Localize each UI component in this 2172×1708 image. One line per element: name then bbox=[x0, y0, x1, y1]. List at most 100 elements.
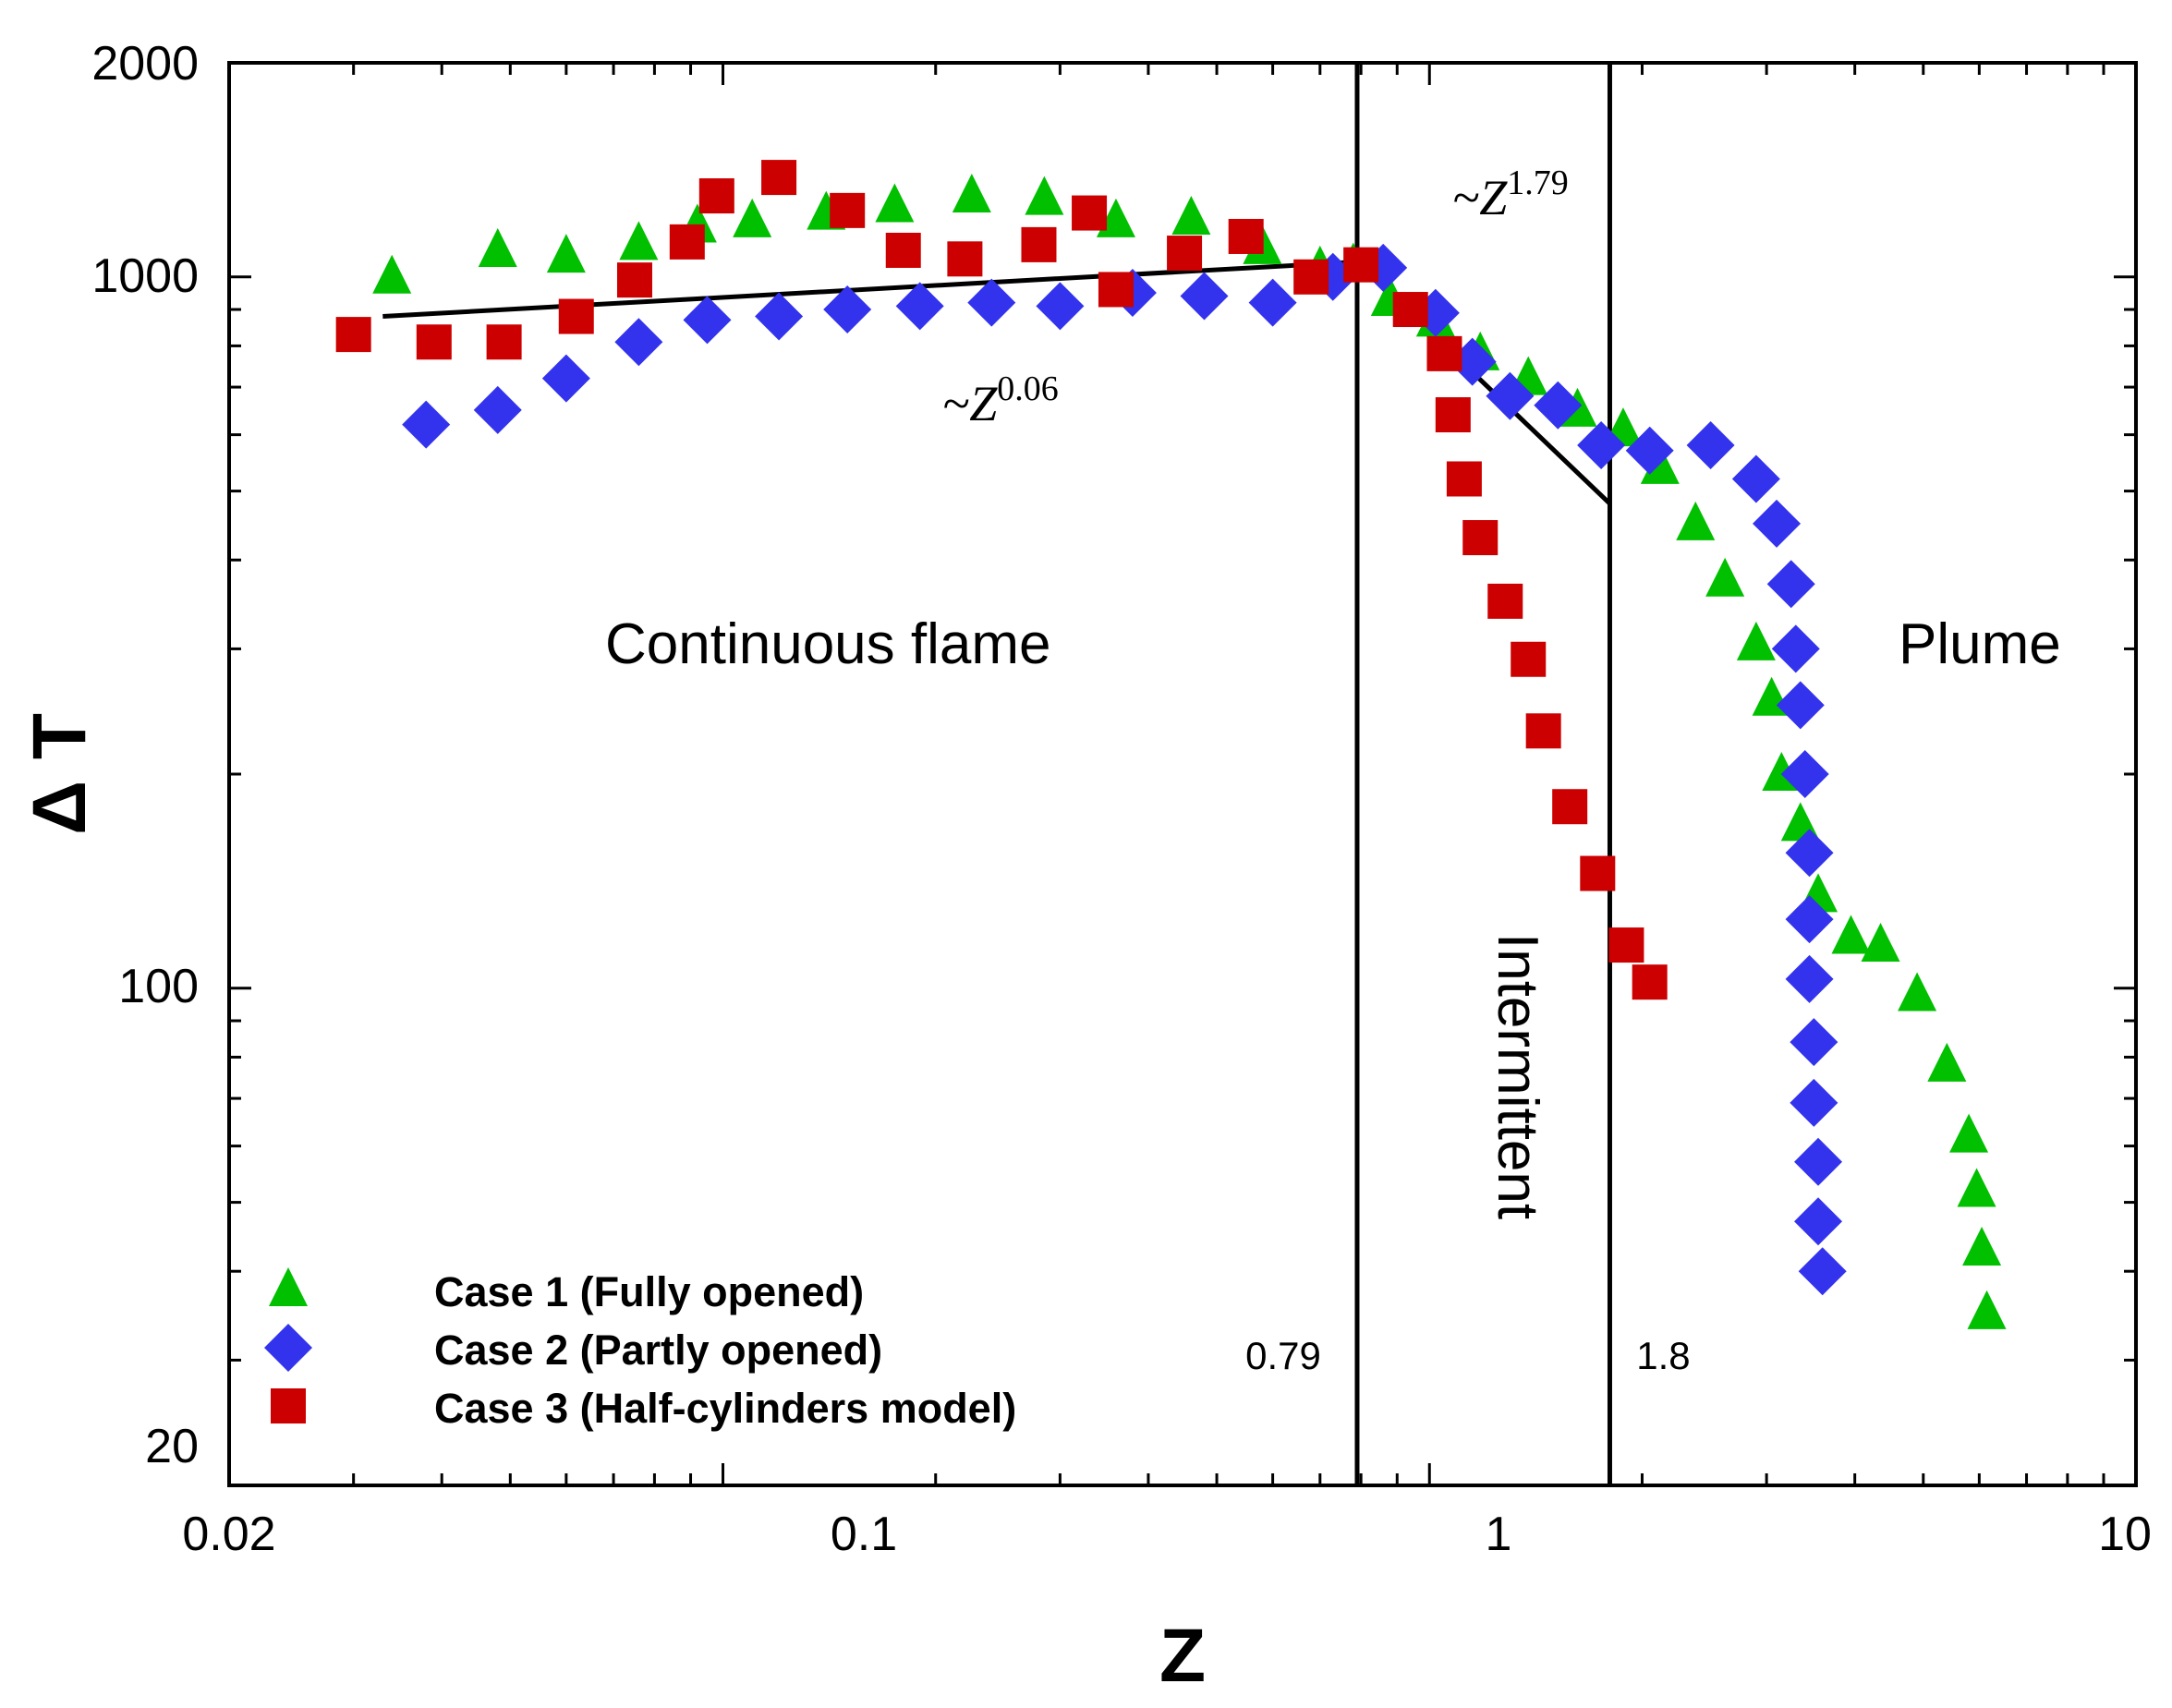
series-2-point-27 bbox=[1776, 681, 1825, 730]
legend-label-3: Case 3 (Half-cylinders model) bbox=[434, 1385, 1016, 1432]
series-1-point-35 bbox=[1957, 1168, 1996, 1207]
series-3-point-13 bbox=[1072, 195, 1108, 231]
series-1-point-1 bbox=[372, 254, 412, 294]
series-3-point-24 bbox=[1487, 583, 1523, 619]
y-tick-label-100: 100 bbox=[118, 960, 199, 1013]
series-2-point-34 bbox=[1794, 1137, 1843, 1186]
x-tick-label-1: 1 bbox=[1486, 1508, 1512, 1561]
fit-label-2: ~Z1.79 bbox=[1452, 164, 1569, 225]
series-2-point-26 bbox=[1771, 624, 1820, 673]
series-1-point-36 bbox=[1962, 1227, 2002, 1266]
series-2-point-22 bbox=[1686, 420, 1735, 469]
x-tick-label-0.02: 0.02 bbox=[182, 1508, 275, 1561]
series-1-point-24 bbox=[1705, 557, 1745, 597]
series-2-point-32 bbox=[1790, 1018, 1838, 1067]
series-2-point-21 bbox=[1625, 426, 1674, 475]
series-1-point-30 bbox=[1831, 915, 1871, 954]
legend-label-1: Case 1 (Fully opened) bbox=[434, 1268, 864, 1315]
series-3-point-28 bbox=[1580, 855, 1616, 891]
x-tick-label-10: 10 bbox=[2098, 1508, 2152, 1561]
series-3-point-16 bbox=[1228, 218, 1264, 254]
series-1-point-34 bbox=[1949, 1113, 1989, 1153]
series-1 bbox=[372, 174, 2007, 1329]
y-tick-label-2000: 2000 bbox=[91, 37, 199, 91]
series-2-point-25 bbox=[1766, 560, 1815, 609]
series-2-point-28 bbox=[1780, 750, 1829, 798]
series-2-point-10 bbox=[1036, 282, 1085, 331]
region-label-continuous-flame: Continuous flame bbox=[605, 612, 1051, 676]
y-tick-label-1000: 1000 bbox=[91, 249, 199, 303]
series-3-point-10 bbox=[885, 232, 921, 268]
series-3-point-3 bbox=[486, 324, 522, 360]
series-3-point-17 bbox=[1293, 259, 1329, 295]
series-3-point-12 bbox=[1021, 226, 1057, 262]
y-tick-labels: 2000 1000 100 20 bbox=[91, 37, 199, 1473]
series-2-point-33 bbox=[1790, 1078, 1838, 1127]
series-3-point-30 bbox=[1632, 964, 1668, 1000]
series-1-point-23 bbox=[1676, 501, 1716, 540]
series-2-point-7 bbox=[823, 285, 872, 334]
series-3-point-29 bbox=[1608, 927, 1644, 963]
legend: Case 1 (Fully opened) Case 2 (Partly open… bbox=[264, 1267, 1016, 1432]
series-3-point-15 bbox=[1167, 236, 1203, 272]
series-2-point-3 bbox=[541, 354, 590, 403]
series-1-point-32 bbox=[1898, 972, 1937, 1011]
fit-label-1: ~Z0.06 bbox=[942, 369, 1059, 431]
series-3-point-26 bbox=[1525, 713, 1561, 749]
series-1-point-4 bbox=[619, 221, 659, 260]
x-tick-labels: 0.02 0.1 1 10 bbox=[182, 1508, 2152, 1561]
legend-marker-3 bbox=[271, 1388, 306, 1423]
region-boundaries bbox=[1354, 63, 1612, 1485]
series-2-point-12 bbox=[1180, 272, 1229, 321]
series-1-point-8 bbox=[875, 183, 915, 223]
series-2-point-9 bbox=[967, 278, 1016, 327]
series-3-point-9 bbox=[830, 192, 866, 228]
series-2-point-31 bbox=[1785, 954, 1834, 1003]
series-2-point-20 bbox=[1577, 420, 1626, 469]
y-axis-title: Δ T bbox=[18, 713, 102, 835]
series-1-point-6 bbox=[733, 198, 772, 237]
series-3-point-4 bbox=[558, 298, 594, 334]
series-2-point-23 bbox=[1731, 454, 1780, 503]
legend-label-2: Case 2 (Partly opened) bbox=[434, 1326, 882, 1374]
series-1-point-2 bbox=[478, 227, 517, 267]
series-3-point-7 bbox=[698, 178, 734, 214]
series-3-point-6 bbox=[669, 224, 705, 260]
series-1-point-9 bbox=[952, 174, 991, 213]
series-2-point-1 bbox=[402, 400, 451, 449]
series-2-point-5 bbox=[683, 296, 732, 345]
series-3-point-8 bbox=[761, 160, 797, 196]
fit-labels: ~Z0.06 ~Z1.79 bbox=[942, 164, 1569, 431]
series-2-point-24 bbox=[1753, 499, 1802, 548]
series-1-point-37 bbox=[1967, 1290, 2007, 1329]
boundary-label-0.79: 0.79 bbox=[1245, 1334, 1321, 1377]
series-3-point-11 bbox=[947, 241, 983, 277]
series-2-point-13 bbox=[1248, 278, 1297, 327]
series-2-point-2 bbox=[473, 385, 522, 434]
series-2-point-6 bbox=[755, 292, 804, 341]
series-3-point-1 bbox=[335, 317, 371, 353]
series-3-point-2 bbox=[416, 324, 452, 360]
series-3-point-21 bbox=[1435, 397, 1471, 433]
series-2-point-4 bbox=[614, 318, 663, 367]
data-points bbox=[335, 160, 2007, 1329]
series-3-point-5 bbox=[616, 262, 652, 298]
series-3-point-19 bbox=[1392, 292, 1428, 328]
series-1-point-10 bbox=[1025, 176, 1064, 215]
series-3-point-20 bbox=[1426, 335, 1462, 371]
axis-ticks bbox=[227, 61, 2138, 1487]
region-label-intermittent: Intermittent bbox=[1486, 933, 1549, 1219]
series-1-point-33 bbox=[1927, 1042, 1967, 1082]
series-2-point-29 bbox=[1785, 829, 1834, 878]
series-1-point-3 bbox=[546, 234, 586, 273]
series-3-point-14 bbox=[1098, 272, 1134, 308]
series-2-point-35 bbox=[1794, 1197, 1843, 1246]
series-1-point-31 bbox=[1861, 923, 1900, 963]
series-3-point-22 bbox=[1446, 461, 1482, 497]
series-3-point-18 bbox=[1343, 247, 1379, 283]
series-2 bbox=[402, 243, 1847, 1296]
series-3-point-25 bbox=[1511, 641, 1547, 677]
series-2-point-8 bbox=[895, 282, 944, 331]
series-1-point-12 bbox=[1171, 196, 1211, 236]
